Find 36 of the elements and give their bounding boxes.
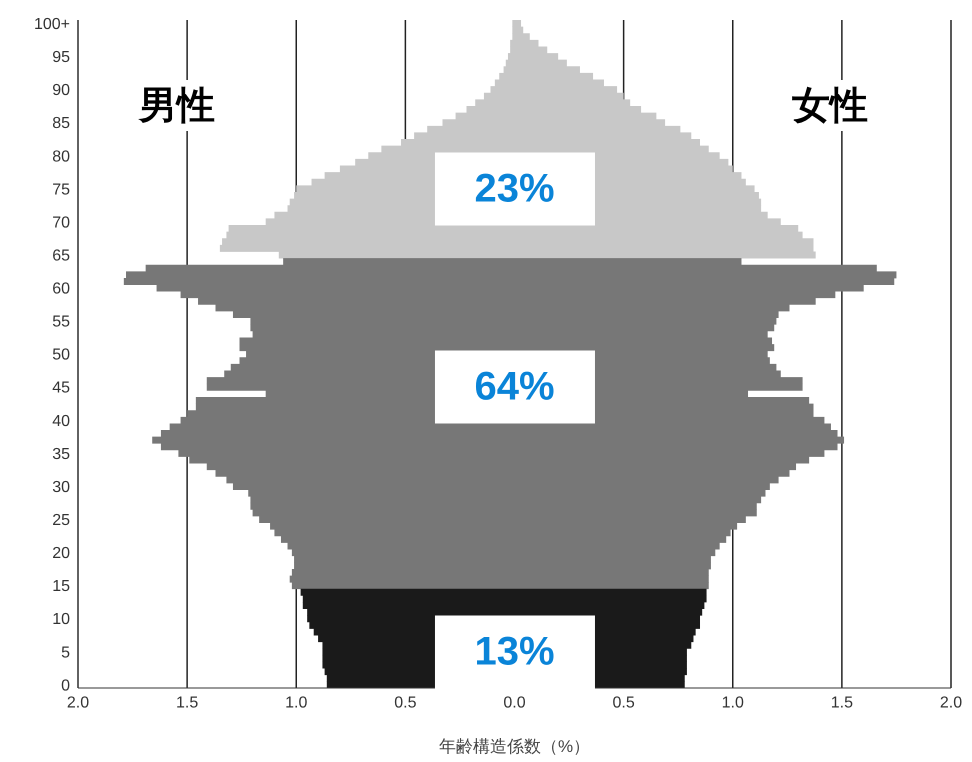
y-tick-label: 20 bbox=[52, 545, 70, 562]
y-tick-label: 0 bbox=[61, 677, 70, 694]
text: 男性 bbox=[133, 80, 221, 131]
annotation: 64% bbox=[434, 350, 595, 424]
y-tick-label: 15 bbox=[52, 578, 70, 596]
annotation: 23% bbox=[434, 152, 595, 226]
annotation: 13% bbox=[434, 615, 595, 688]
y-tick-label: 35 bbox=[52, 446, 70, 463]
y-tick-label: 50 bbox=[52, 346, 70, 364]
y-tick-label: 55 bbox=[52, 314, 70, 331]
y-tick-label: 45 bbox=[52, 380, 70, 397]
y-tick-label: 25 bbox=[52, 512, 70, 530]
x-tick-label: 2.0 bbox=[940, 694, 962, 712]
x-tick-label: 0.5 bbox=[612, 694, 635, 712]
x-tick-label: 1.5 bbox=[176, 694, 198, 712]
y-tick-label: 5 bbox=[61, 644, 70, 662]
y-tick-label: 95 bbox=[52, 49, 70, 66]
y-tick-label: 75 bbox=[52, 181, 70, 198]
y-tick-label: 65 bbox=[52, 247, 70, 264]
x-tick-label: 0.0 bbox=[503, 694, 526, 712]
x-tick-label: 0.5 bbox=[394, 694, 417, 712]
y-tick-label: 40 bbox=[52, 412, 70, 430]
y-tick-label: 90 bbox=[52, 82, 70, 100]
x-tick-label: 1.0 bbox=[285, 694, 308, 712]
series-label: 女性 bbox=[786, 80, 874, 131]
y-tick-label: 80 bbox=[52, 148, 70, 166]
y-tick-label: 60 bbox=[52, 280, 70, 298]
x-tick-label: 2.0 bbox=[66, 694, 90, 712]
y-tick-label: 85 bbox=[52, 115, 70, 132]
x-axis-title: 年齢構造係数（%） bbox=[438, 737, 590, 756]
y-tick-label: 100+ bbox=[34, 16, 70, 33]
y-tick-label: 70 bbox=[52, 214, 70, 232]
y-tick-label: 10 bbox=[52, 611, 70, 628]
x-tick-label: 1.5 bbox=[830, 694, 854, 712]
y-tick-label: 30 bbox=[52, 478, 70, 496]
x-tick-label: 1.0 bbox=[722, 694, 744, 712]
